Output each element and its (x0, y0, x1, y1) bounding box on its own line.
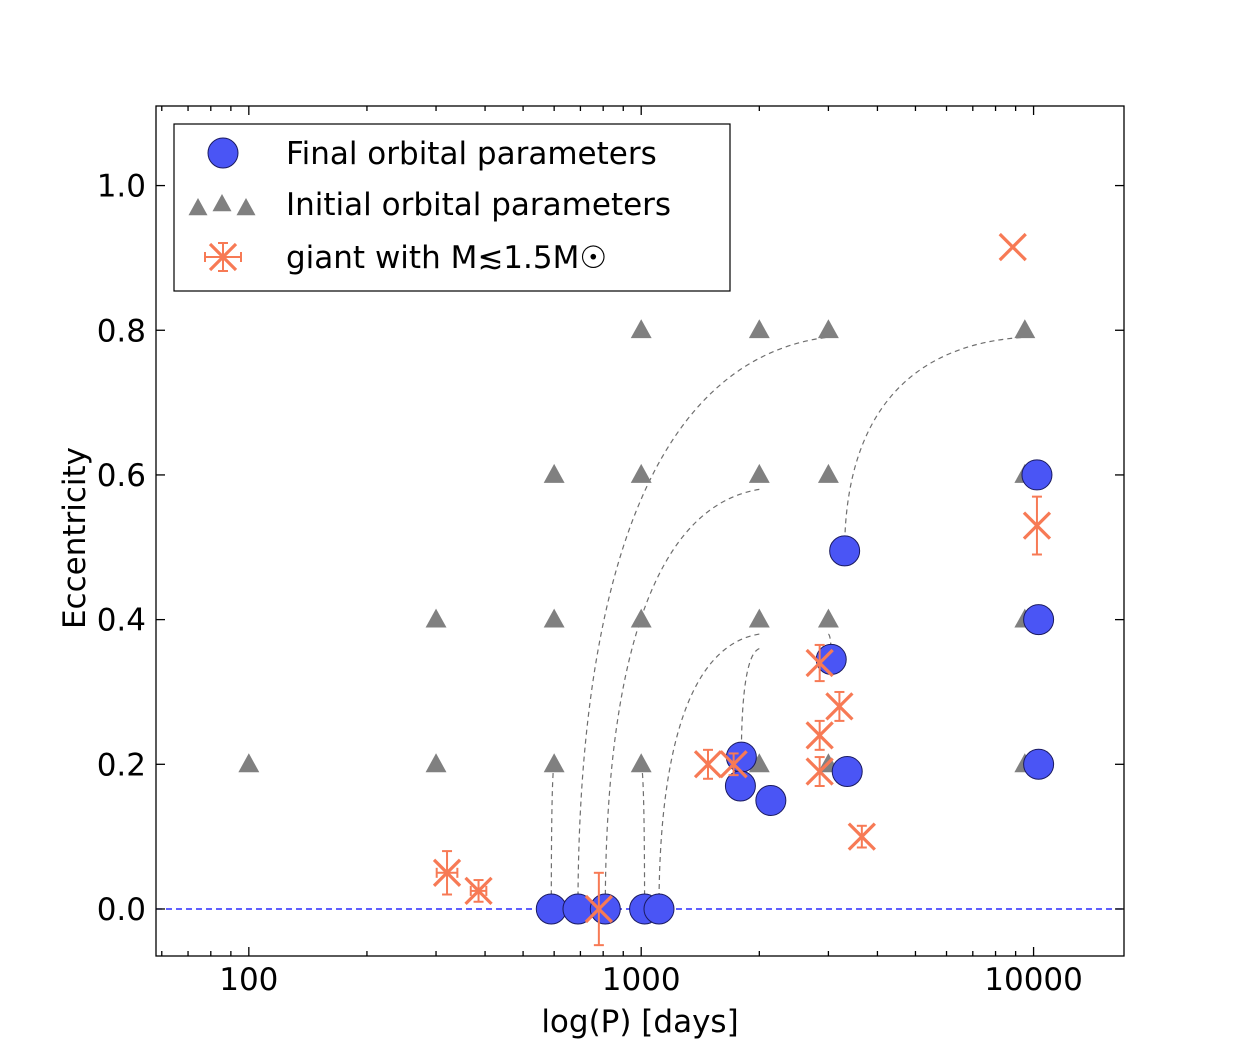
giant-points (432, 232, 1052, 947)
axis-ticks: 100 1000 10000 0.0 0.2 0.4 0.6 0.8 1.0 (97, 106, 1124, 998)
initial-point (630, 319, 652, 339)
evolution-track (844, 336, 1022, 551)
final-point (1021, 459, 1053, 491)
giant-point (464, 876, 493, 906)
giant-point (805, 756, 834, 787)
initial-point (425, 608, 447, 628)
y-tick-label: 0.8 (97, 313, 146, 349)
initial-point (630, 753, 652, 773)
y-tick-label: 1.0 (97, 169, 146, 205)
x-axis-label: log(P) [days] (541, 1004, 738, 1040)
giant-point (847, 822, 876, 851)
legend-markers (188, 137, 256, 272)
cross-stroke (998, 232, 1027, 262)
legend-marker-initial (188, 198, 208, 216)
giant-point (1022, 495, 1052, 556)
giant-point (805, 719, 834, 751)
legend-marker-final (207, 137, 239, 169)
legend-label-final: Final orbital parameters (286, 136, 657, 172)
y-tick-label: 0.0 (97, 892, 146, 928)
initial-point (543, 753, 565, 773)
evolution-track (577, 336, 826, 909)
x-tick-label: 1000 (602, 962, 681, 998)
y-axis-label: Eccentricity (57, 447, 93, 629)
initial-point (238, 753, 260, 773)
final-point (755, 784, 787, 816)
giant-point (584, 871, 613, 947)
final-point (1023, 748, 1055, 780)
legend-label-initial: Initial orbital parameters (286, 187, 671, 223)
giant-point (825, 690, 854, 722)
plot-frame (155, 105, 1125, 957)
legend-label-giant: giant with M≲1.5M☉ (286, 240, 607, 276)
y-tick-label: 0.4 (97, 603, 146, 639)
giant-point (998, 232, 1027, 262)
legend-marker-giant (204, 242, 242, 272)
giant-point (805, 643, 834, 683)
evolution-track (658, 633, 760, 909)
final-point (815, 643, 847, 675)
legend-box (173, 123, 731, 292)
final-point (589, 893, 621, 925)
initial-point (543, 608, 565, 628)
final-point (829, 535, 861, 567)
final-point (535, 893, 567, 925)
x-tick-label: 10000 (984, 962, 1083, 998)
final-point (831, 756, 863, 788)
initial-point (748, 753, 770, 773)
initial-point (817, 319, 839, 339)
initial-point (425, 753, 447, 773)
initial-point (748, 319, 770, 339)
legend-marker-initial (236, 198, 256, 216)
initial-point (817, 608, 839, 628)
initial-point (748, 608, 770, 628)
x-tick-label: 100 (219, 962, 278, 998)
evolution-tracks (550, 336, 1022, 909)
initial-point (543, 463, 565, 483)
giant-point (432, 850, 462, 896)
legend-marker-initial (212, 194, 232, 212)
y-tick-label: 0.6 (97, 458, 146, 494)
final-point (643, 893, 675, 925)
initial-point (817, 463, 839, 483)
giant-point (693, 748, 723, 780)
initial-point (748, 463, 770, 483)
initial-point (630, 608, 652, 628)
evolution-track (827, 633, 832, 660)
y-tick-label: 0.2 (97, 747, 146, 783)
initial-point (1014, 319, 1036, 339)
giant-point (719, 750, 748, 779)
final-point (1023, 604, 1055, 636)
final-points (535, 459, 1055, 925)
legend: Final orbital parameters Initial orbital… (173, 123, 731, 292)
evolution-track (604, 488, 760, 909)
initial-point (630, 463, 652, 483)
